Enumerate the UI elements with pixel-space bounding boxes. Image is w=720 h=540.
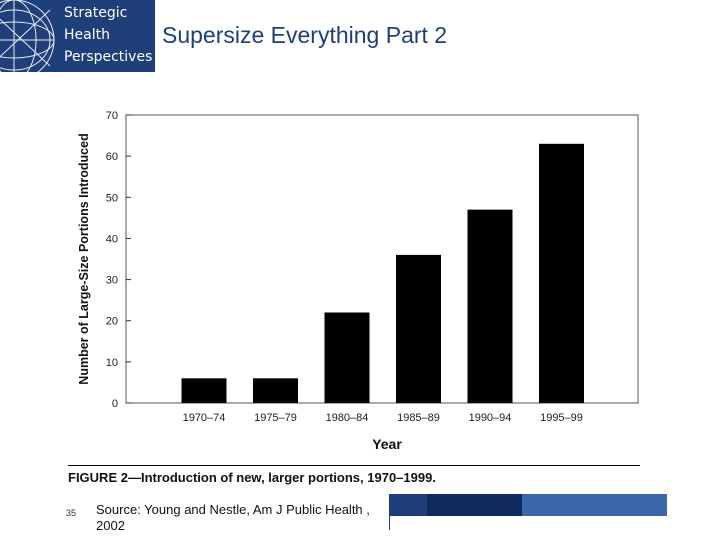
x-tick-label: 1990–94 [469,412,512,424]
x-axis: 1970–74 1975–79 1980–84 1985–89 1990–94 1995–… [183,412,583,424]
source-citation: Source: Young and Nestle, Am J Public He… [96,502,370,533]
page-number: 35 [66,508,77,518]
y-tick-label: 60 [106,151,118,163]
brand-line-2: Health [64,27,110,43]
x-tick-label: 1980–84 [326,412,369,424]
bar-chart: 0 10 20 30 40 50 60 70 1970–74 1975–79 1980–84 198… [77,110,639,452]
brand-name: Strategic Health Perspectives [64,2,154,68]
y-tick-label: 70 [106,110,118,122]
x-tick-label: 1985–89 [397,412,440,424]
bar-1990–94 [467,209,513,403]
footer-divider [389,516,390,530]
footer-bar-navy [427,494,522,516]
bar-1995–99 [539,143,584,404]
x-tick-label: 1995–99 [540,412,583,424]
brand-line-1: Strategic [64,5,128,21]
x-axis-label: Year [372,436,402,452]
y-tick-label: 0 [112,398,118,410]
bar-1970–74 [181,378,227,403]
y-tick-label: 40 [106,233,118,245]
bar-1985–89 [396,254,441,403]
bar-1980–84 [324,312,370,403]
brand-line-3: Perspectives [64,49,153,65]
plot-frame [125,114,639,404]
y-tick-label: 50 [106,192,118,204]
footer-bar-mid [522,494,667,516]
bars [181,143,584,404]
footer-bar-dark [389,494,427,516]
slide-title: Supersize Everything Part 2 [162,22,448,48]
x-tick-label: 1970–74 [183,412,226,424]
globe-icon [0,0,55,72]
figure-caption: FIGURE 2—Introduction of new, larger por… [68,470,436,485]
logo: Strategic Health Perspectives [0,0,155,72]
y-tick-label: 10 [106,357,118,369]
figure-divider [68,465,640,466]
y-axis-label: Number of Large-Size Portions Introduced [77,133,91,384]
x-tick-label: 1975–79 [254,412,297,424]
y-axis: 0 10 20 30 40 50 60 70 [106,110,131,410]
y-tick-label: 20 [106,316,118,328]
y-tick-label: 30 [106,275,118,287]
bar-1975–79 [253,378,298,403]
